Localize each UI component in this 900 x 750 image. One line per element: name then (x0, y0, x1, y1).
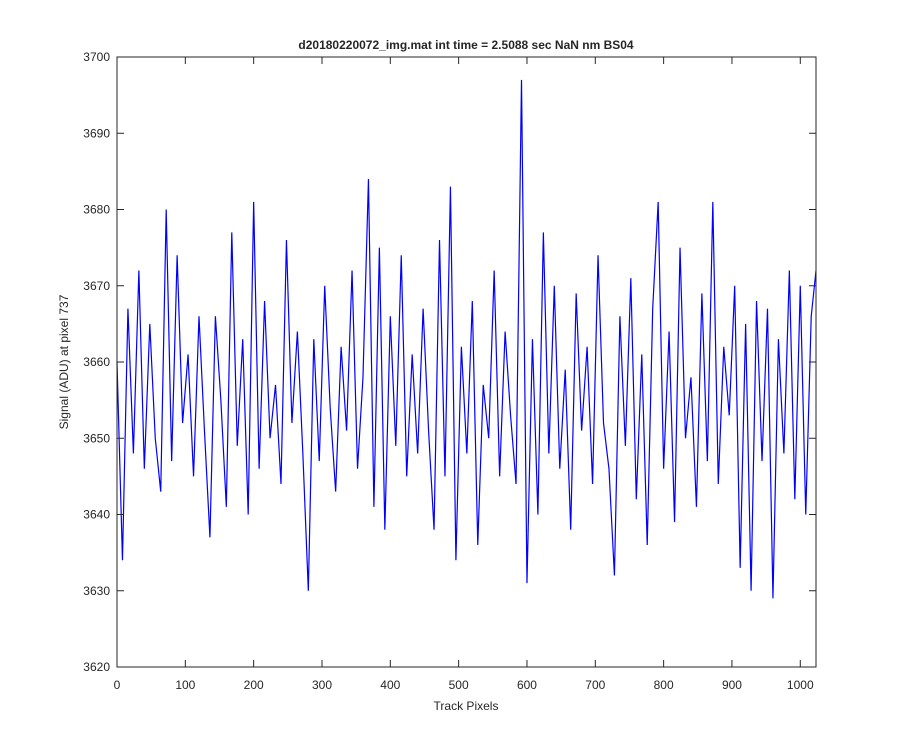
y-tick-label: 3690 (83, 126, 110, 140)
x-axis-label: Track Pixels (434, 699, 499, 713)
x-tick-label: 0 (114, 678, 121, 692)
y-tick-label: 3670 (83, 279, 110, 293)
x-tick-label: 700 (585, 678, 605, 692)
x-tick-label: 900 (722, 678, 742, 692)
y-tick-label: 3680 (83, 203, 110, 217)
y-tick-label: 3700 (83, 50, 110, 64)
x-tick-label: 600 (517, 678, 537, 692)
y-tick-label: 3640 (83, 508, 110, 522)
x-tick-label: 1000 (787, 678, 814, 692)
x-tick-label: 800 (654, 678, 674, 692)
data-line (116, 79, 817, 599)
x-tick-label: 100 (175, 678, 195, 692)
x-tick-label: 300 (312, 678, 332, 692)
y-axis-label: Signal (ADU) at pixel 737 (57, 294, 71, 429)
x-tick-label: 500 (449, 678, 469, 692)
y-tick-label: 3650 (83, 431, 110, 445)
x-tick-label: 400 (380, 678, 400, 692)
x-tick-label: 200 (244, 678, 264, 692)
y-tick-label: 3660 (83, 355, 110, 369)
y-tick-label: 3620 (83, 660, 110, 674)
chart-title: d20180220072_img.mat int time = 2.5088 s… (298, 38, 634, 52)
y-tick-label: 3630 (83, 584, 110, 598)
